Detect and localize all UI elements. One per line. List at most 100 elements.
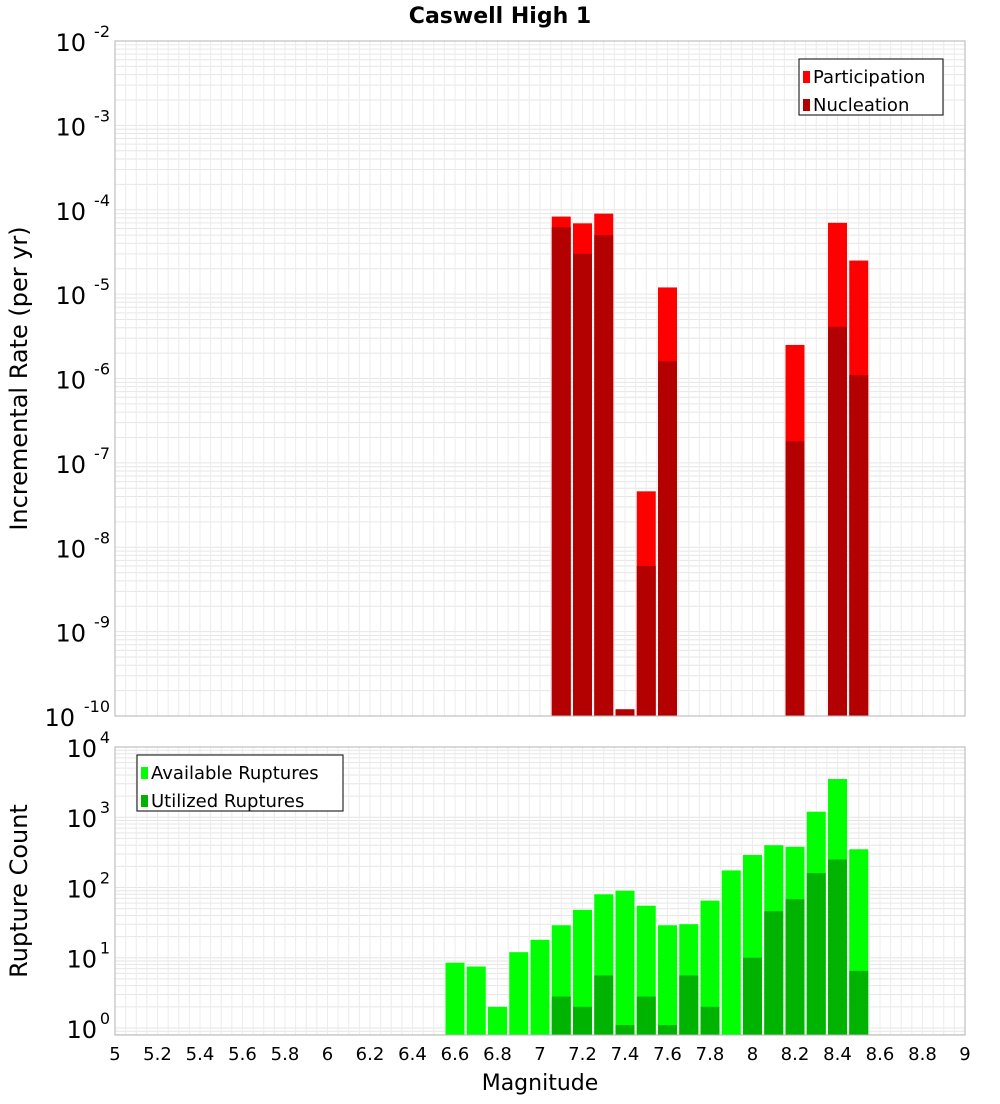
x-axis-label: Magnitude	[482, 1071, 599, 1096]
bar-nucleation-7_6	[658, 361, 677, 716]
x-tick-label: 5.6	[228, 1044, 257, 1065]
y-tick-label-base: 10	[55, 367, 86, 395]
y-axis-label: Incremental Rate (per yr)	[5, 226, 33, 530]
bar-available-ruptures-7_9	[721, 870, 741, 1035]
x-tick-label: 6.4	[398, 1044, 427, 1065]
bar-nucleation-8_2	[785, 441, 805, 716]
y-tick-label-base: 10	[55, 113, 86, 141]
y-tick-label-base: 10	[66, 735, 97, 763]
y-tick-label-base: 10	[55, 620, 86, 648]
y-tick-label-exponent: -9	[94, 613, 110, 632]
bar-available-ruptures-7	[530, 939, 550, 1035]
bar-available-ruptures-7_2	[573, 909, 592, 1035]
y-tick-label-exponent: -8	[94, 528, 110, 547]
x-tick-label: 8.4	[823, 1044, 852, 1065]
x-tick-label: 5.4	[186, 1044, 215, 1065]
bar-nucleation-7_5	[636, 565, 656, 716]
x-tick-label: 8.2	[781, 1044, 810, 1065]
y-tick-label-exponent: 3	[100, 798, 110, 817]
x-tick-label: 9	[959, 1044, 970, 1065]
bar-utilized-ruptures-7_7	[679, 975, 699, 1035]
y-tick-label-exponent: 0	[100, 1009, 110, 1028]
x-tick-label: 7	[534, 1044, 545, 1065]
plot-frame-2	[114, 746, 966, 1036]
y-tick-label-base: 10	[55, 282, 86, 310]
bar-utilized-ruptures-7_2	[573, 1006, 592, 1035]
x-tick-label: 7.2	[568, 1044, 597, 1065]
bar-utilized-ruptures-8_3	[806, 873, 826, 1035]
y-tick-label-exponent: -6	[94, 360, 110, 379]
x-tick-label: 6.2	[356, 1044, 385, 1065]
bar-nucleation-7_3	[594, 235, 614, 716]
legend-label-utilized-ruptures: Utilized Ruptures	[151, 791, 304, 812]
plot-frame-1	[114, 40, 966, 717]
bar-nucleation-7_4	[615, 709, 635, 716]
y-tick-label-base: 10	[66, 805, 97, 833]
bar-available-ruptures-6_6	[445, 962, 465, 1035]
y-tick-label-exponent: -3	[94, 106, 110, 125]
legend-swatch-utilized-ruptures	[141, 795, 148, 807]
bar-utilized-ruptures-8_5	[849, 970, 869, 1035]
x-tick-label: 8	[747, 1044, 758, 1065]
bar-available-ruptures-7_6	[658, 925, 677, 1035]
x-tick-label: 5.8	[271, 1044, 300, 1065]
y-tick-label-exponent: -10	[84, 697, 110, 716]
y-tick-label-base: 10	[55, 451, 86, 479]
x-tick-label: 5	[109, 1044, 120, 1065]
x-tick-label: 6.8	[483, 1044, 512, 1065]
x-tick-label: 8.6	[866, 1044, 895, 1065]
x-tick-label: 6	[322, 1044, 333, 1065]
y-tick-label-exponent: 4	[100, 728, 110, 747]
bar-utilized-ruptures-7_1	[551, 996, 571, 1035]
y-tick-label-base: 10	[55, 29, 86, 57]
bar-available-ruptures-7_8	[700, 900, 720, 1035]
bar-utilized-ruptures-7_5	[636, 996, 656, 1035]
bar-available-ruptures-6_9	[509, 952, 529, 1035]
bar-utilized-ruptures-7_6	[658, 1025, 677, 1035]
legend-2	[136, 754, 344, 812]
bar-nucleation-8_5	[849, 375, 869, 716]
legend-swatch-available-ruptures	[141, 767, 148, 779]
legend-label-nucleation: Nucleation	[813, 95, 909, 116]
y-tick-label-exponent: 2	[100, 868, 110, 887]
x-tick-label: 7.8	[696, 1044, 725, 1065]
x-tick-label: 8.8	[908, 1044, 937, 1065]
x-tick-label: 7.6	[653, 1044, 682, 1065]
y-tick-label-exponent: -2	[94, 22, 110, 41]
y-tick-label-exponent: -7	[94, 444, 110, 463]
legend-label-participation: Participation	[813, 67, 925, 88]
bar-utilized-ruptures-8_4	[828, 859, 847, 1035]
x-tick-label: 5.2	[143, 1044, 172, 1065]
bar-utilized-ruptures-7_8	[700, 1006, 720, 1035]
bar-utilized-ruptures-8_1	[764, 911, 784, 1035]
y-tick-label-exponent: 1	[100, 939, 110, 958]
bar-utilized-ruptures-8_2	[785, 899, 805, 1035]
y-tick-label-base: 10	[66, 875, 97, 903]
legend-1	[798, 58, 944, 116]
bar-utilized-ruptures-7_3	[594, 975, 614, 1035]
y-tick-label-base: 10	[55, 198, 86, 226]
y-tick-label-base: 10	[66, 946, 97, 974]
x-tick-label: 6.6	[441, 1044, 470, 1065]
legend-swatch-nucleation	[803, 99, 810, 111]
y-tick-label-base: 10	[55, 535, 86, 563]
y-tick-label-base: 10	[66, 1016, 97, 1044]
bar-available-ruptures-6_8	[488, 1006, 507, 1035]
y-tick-label-exponent: -4	[94, 191, 110, 210]
y-tick-label-exponent: -5	[94, 275, 110, 294]
bar-nucleation-8_4	[828, 326, 847, 716]
bar-nucleation-7_1	[551, 227, 571, 716]
legend-swatch-participation	[803, 71, 810, 83]
y-axis-label: Rupture Count	[5, 804, 33, 978]
bar-available-ruptures-6_7	[466, 966, 486, 1035]
chart-title: Caswell High 1	[409, 4, 591, 29]
bar-utilized-ruptures-7_4	[615, 1025, 635, 1035]
bar-nucleation-7_2	[573, 253, 592, 716]
legend-label-available-ruptures: Available Ruptures	[151, 763, 319, 784]
y-tick-label-base: 10	[44, 704, 75, 732]
bar-utilized-ruptures-8	[743, 957, 762, 1035]
x-tick-label: 7.4	[611, 1044, 640, 1065]
bar-available-ruptures-7_4	[615, 890, 635, 1035]
